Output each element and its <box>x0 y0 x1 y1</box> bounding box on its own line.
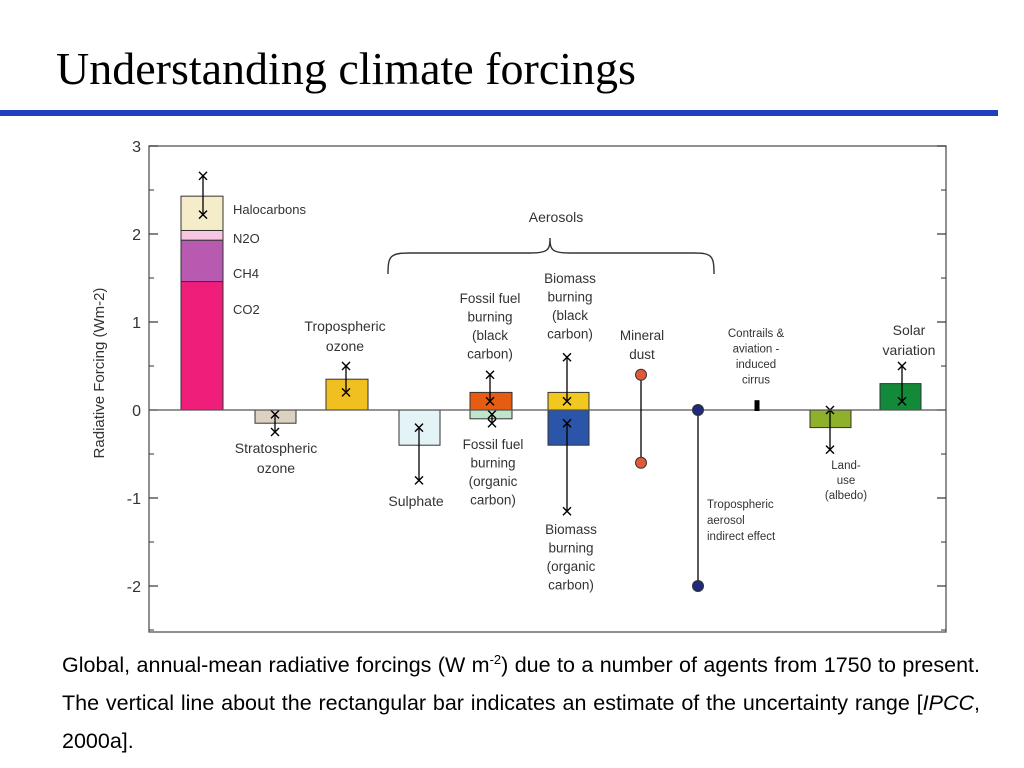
label-land-use-line-1: Land- <box>831 460 861 472</box>
ytick-label-4: 0 <box>132 403 141 420</box>
marker-mineral-dust-top <box>635 368 647 381</box>
label-aerosols: Aerosols <box>529 209 583 225</box>
figure-caption: Global, annual-mean radiative forcings (… <box>62 646 980 760</box>
caption-text-1: Global, annual-mean radiative forcings (… <box>62 653 490 677</box>
marker-trop-aerosol-indirect-bottom <box>692 580 704 592</box>
errorbar-strat-ozone-cap-1 <box>270 427 280 437</box>
label-solar-line-2: variation <box>883 342 936 358</box>
label-bb-black-line-2: burning <box>547 290 592 305</box>
errorbar-bb-organic-cap-1 <box>562 418 572 428</box>
marker-mineral-dust-bottom <box>635 456 647 469</box>
errorbar-bb-black-cap-2 <box>562 352 572 362</box>
label-sulphate: Sulphate <box>388 493 443 509</box>
errorbar-bb-black-cap-1 <box>562 396 572 406</box>
plot-frame <box>148 145 947 633</box>
label-trop-ozone-line-1: Tropospheric <box>304 318 385 334</box>
errorbar-greenhouse-cap-1 <box>198 210 208 220</box>
errorbar-ff-black-cap-2 <box>485 370 495 380</box>
bar-greenhouse-n2o <box>180 229 224 241</box>
marker-trop-aerosol-indirect-top <box>692 404 704 416</box>
label-ff-organic-line-3: (organic <box>469 474 518 489</box>
errorbar-trop-ozone-cap-1 <box>341 387 351 397</box>
errorbar-greenhouse-cap-2 <box>198 171 208 181</box>
caption-text-3: , 2000a]. <box>62 691 980 753</box>
bar-greenhouse-co2 <box>180 281 224 411</box>
caption-superscript: -2 <box>489 651 502 667</box>
marker-contrails <box>754 400 760 411</box>
label-contrails-line-3: induced <box>736 359 776 371</box>
label-land-use-line-2: use <box>837 475 856 487</box>
errorbar-sulphate-cap-1 <box>414 475 424 485</box>
bar-ff-black <box>469 391 513 411</box>
label-bb-black-line-3: (black <box>552 308 588 323</box>
label-contrails-line-4: cirrus <box>742 375 770 387</box>
errorbar-land-use-cap-2 <box>825 445 835 455</box>
caption-italic: IPCC <box>922 691 975 715</box>
title-divider <box>0 110 998 116</box>
errorbar-solar-cap-2 <box>897 361 907 371</box>
errorbar-sulphate-cap-2 <box>414 423 424 433</box>
caption-text-2: ) due to a number of agents from 1750 to… <box>62 653 981 715</box>
errorbar-ff-organic-cap-1 <box>487 409 497 419</box>
errorbar-ff-organic-cap-2 <box>487 418 497 428</box>
y-axis-label: Radiative Forcing (Wm-2) <box>91 288 108 459</box>
errorbar-solar-cap-1 <box>897 396 907 406</box>
errorbar-strat-ozone-cap-2 <box>270 409 280 419</box>
label-strat-ozone-line-1: Stratospheric <box>235 440 317 456</box>
label-trop-ozone-line-2: ozone <box>326 338 364 354</box>
label-ff-black-line-2: burning <box>467 310 512 325</box>
label-trop-aerosol-line-2: aerosol <box>707 515 745 527</box>
bar-trop-ozone <box>325 378 369 411</box>
label-bb-organic-line-3: (organic <box>547 559 596 574</box>
label-mineral-dust-line-2: dust <box>629 347 655 362</box>
label-contrails-line-2: aviation - <box>733 344 780 356</box>
errorbar-bb-organic-cap-2 <box>562 506 572 516</box>
label-land-use-line-3: (albedo) <box>825 490 867 502</box>
bar-bb-organic <box>547 409 590 446</box>
label-bb-black-line-1: Biomass <box>544 271 596 286</box>
label-co2: CO2 <box>233 302 260 317</box>
label-ff-organic-line-4: carbon) <box>470 493 516 508</box>
label-ch4: CH4 <box>233 266 259 281</box>
label-solar-line-1: Solar <box>893 322 926 338</box>
label-bb-organic-line-4: carbon) <box>548 578 594 593</box>
label-trop-aerosol-line-3: indirect effect <box>707 531 776 543</box>
label-ff-organic-line-2: burning <box>470 456 515 471</box>
bar-ff-organic <box>469 409 513 420</box>
errorbar-trop-ozone-cap-2 <box>341 361 351 371</box>
bar-greenhouse-ch4 <box>180 239 224 283</box>
label-strat-ozone-line-2: ozone <box>257 460 295 476</box>
label-ff-black-line-4: carbon) <box>467 347 513 362</box>
ytick-label-6: -2 <box>127 579 141 596</box>
bar-solar <box>879 383 922 411</box>
label-bb-organic-line-2: burning <box>548 541 593 556</box>
label-mineral-dust-line-1: Mineral <box>620 328 664 343</box>
label-ff-organic-line-1: Fossil fuel <box>463 437 524 452</box>
ytick-label-5: -1 <box>127 491 141 508</box>
ytick-label-2: 2 <box>132 227 141 244</box>
ytick-label-3: 1 <box>132 315 141 332</box>
label-n2o: N2O <box>233 231 260 246</box>
slide-title: Understanding climate forcings <box>56 43 636 94</box>
label-halocarbons: Halocarbons <box>233 202 306 217</box>
ytick-label-1: 3 <box>132 139 141 156</box>
label-bb-organic-line-1: Biomass <box>545 522 597 537</box>
label-ff-black-line-1: Fossil fuel <box>460 291 521 306</box>
bar-bb-black <box>547 391 590 411</box>
label-bb-black-line-4: carbon) <box>547 327 593 342</box>
aerosols-brace <box>387 237 715 275</box>
label-trop-aerosol-line-1: Tropospheric <box>707 499 774 511</box>
label-ff-black-line-3: (black <box>472 328 508 343</box>
label-contrails-line-1: Contrails & <box>728 328 785 340</box>
errorbar-ff-black-cap-1 <box>485 396 495 406</box>
